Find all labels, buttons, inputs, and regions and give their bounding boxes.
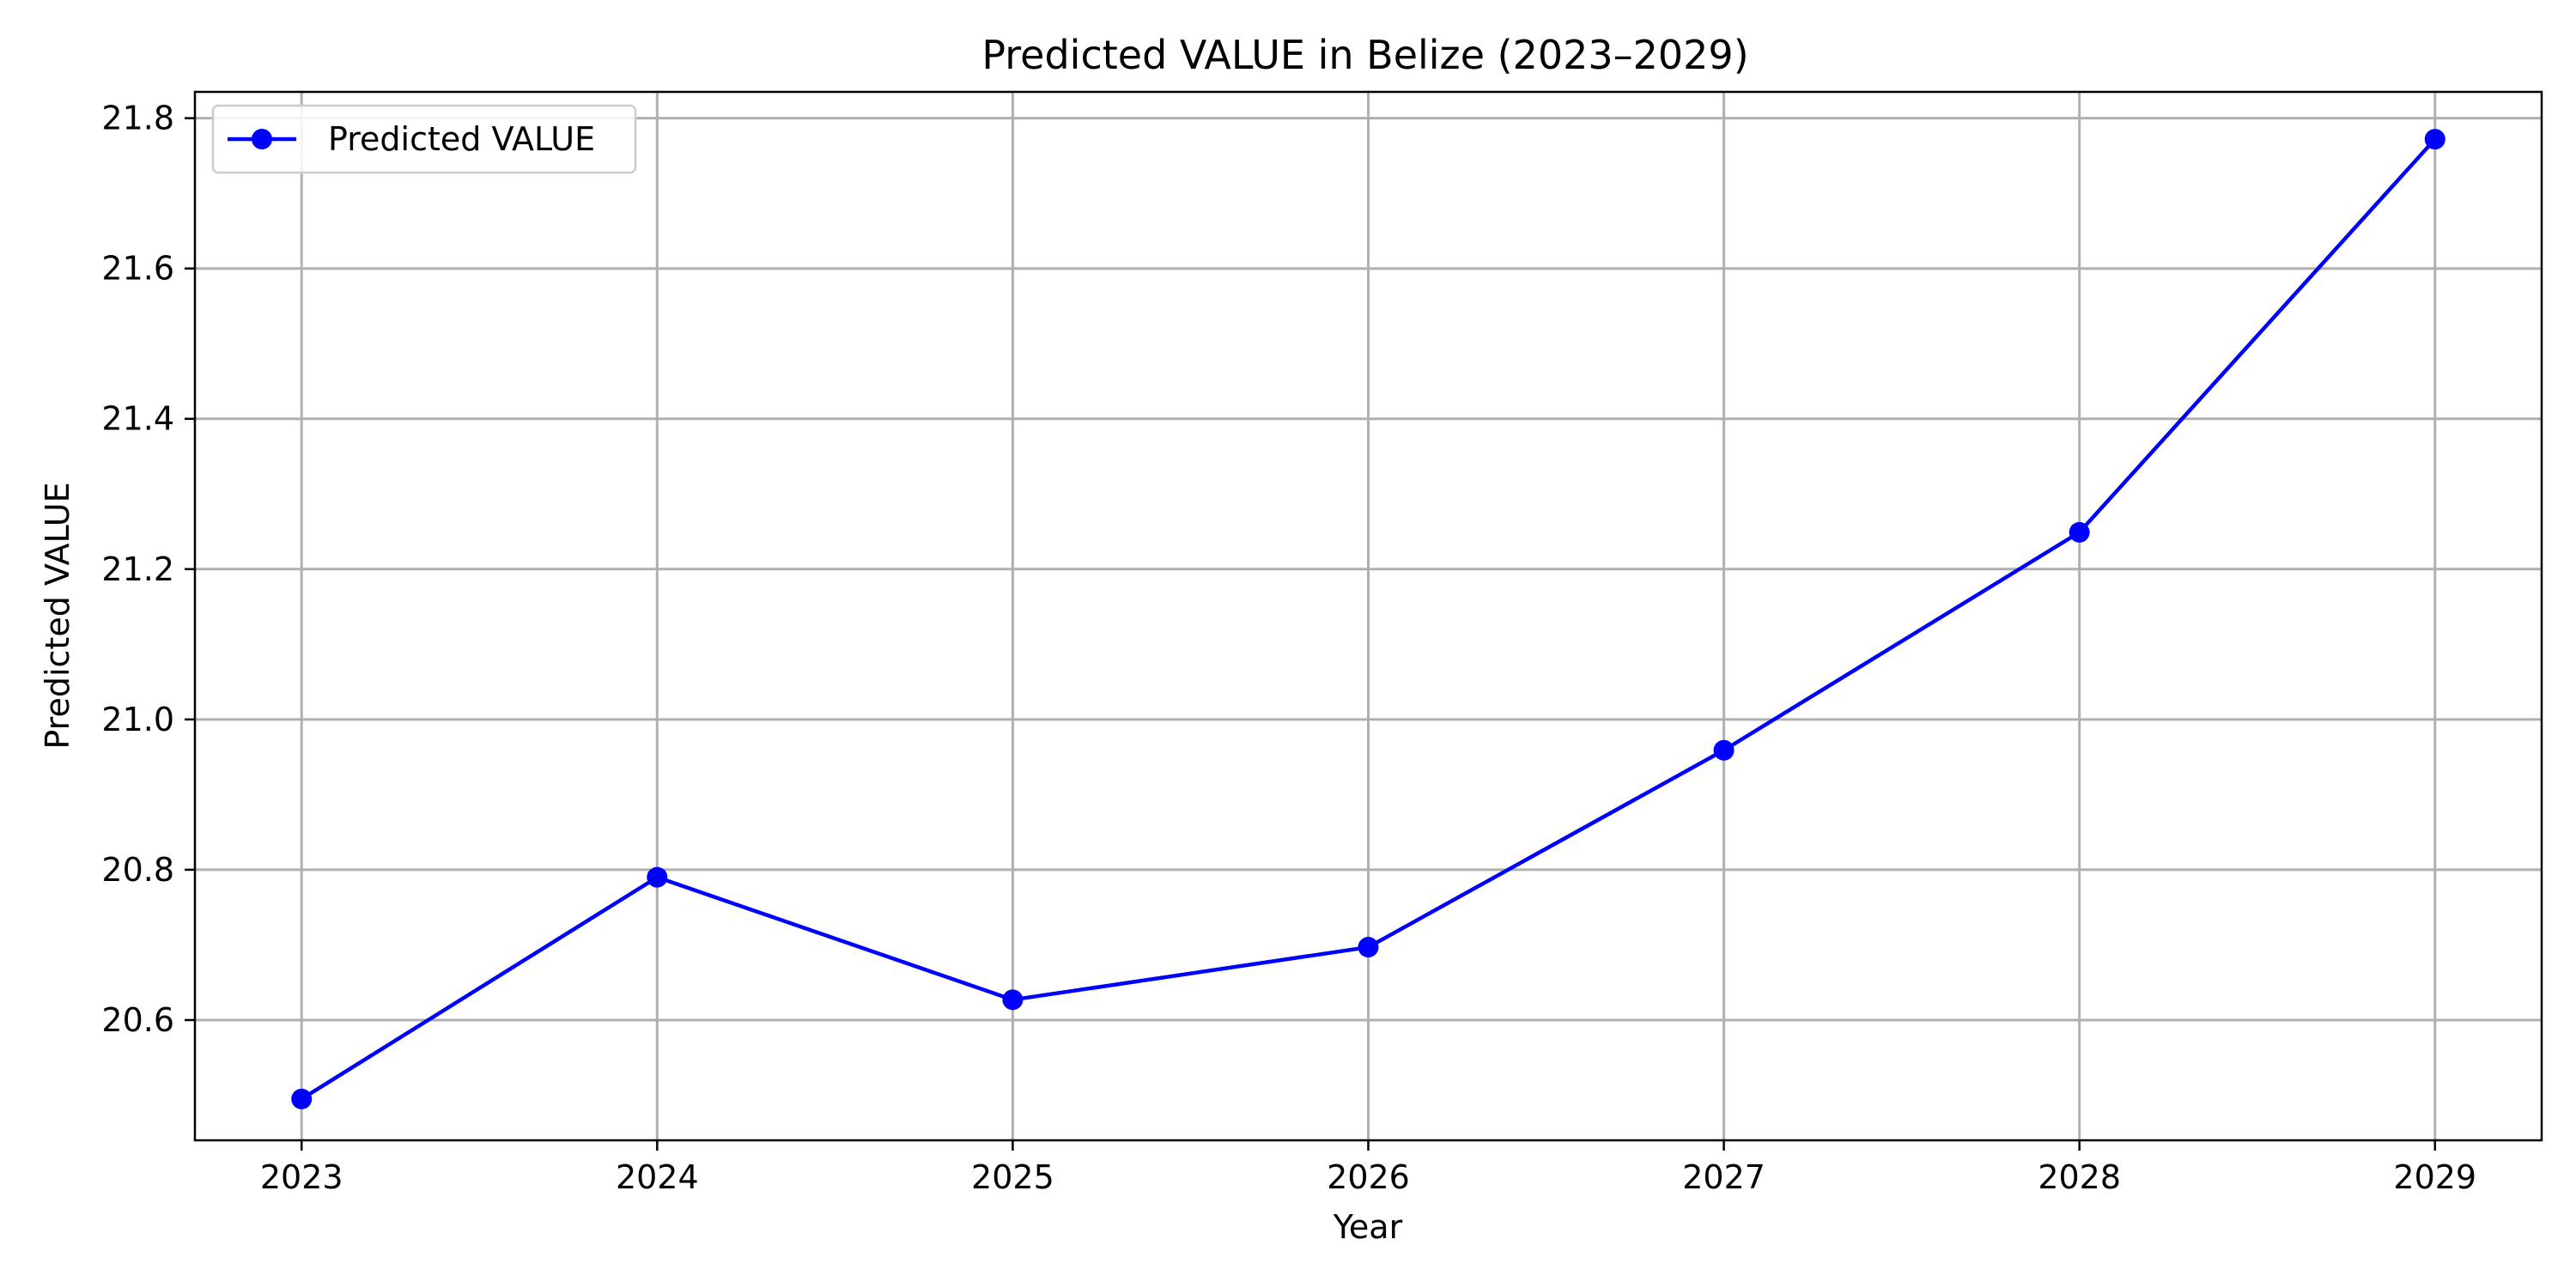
x-tick-label: 2024 — [616, 1158, 699, 1196]
y-tick-label: 21.8 — [101, 100, 174, 137]
data-point-2026 — [1358, 937, 1379, 958]
y-tick-label: 20.6 — [101, 1001, 174, 1039]
y-axis-label: Predicted VALUE — [39, 482, 76, 749]
chart-title: Predicted VALUE in Belize (2023–2029) — [981, 32, 1748, 78]
x-axis-label: Year — [1333, 1208, 1403, 1246]
x-tick-label: 2023 — [260, 1158, 343, 1196]
legend-marker-sample — [252, 129, 272, 149]
data-point-2023 — [291, 1088, 313, 1109]
y-axis: 20.6 20.8 21.0 21.2 21.4 21.6 21.8 — [101, 100, 195, 1039]
x-tick-label: 2027 — [1682, 1158, 1765, 1196]
grid — [195, 92, 2542, 1140]
data-point-2029 — [2424, 129, 2445, 150]
x-tick-label: 2025 — [971, 1158, 1054, 1196]
x-tick-label: 2028 — [2038, 1158, 2121, 1196]
y-tick-label: 21.2 — [101, 550, 174, 588]
data-point-2024 — [647, 866, 668, 888]
y-tick-label: 20.8 — [101, 851, 174, 889]
legend: Predicted VALUE — [211, 104, 637, 174]
legend-label: Predicted VALUE — [328, 120, 595, 158]
legend-box — [211, 104, 637, 174]
y-tick-label: 21.4 — [101, 400, 174, 438]
x-axis: 2023 2024 2025 2026 2027 2028 2029 — [260, 1140, 2476, 1196]
y-tick-label: 21.6 — [101, 250, 174, 288]
data-point-2028 — [2069, 521, 2090, 543]
x-tick-label: 2029 — [2393, 1158, 2476, 1196]
data-point-2025 — [1002, 989, 1024, 1011]
x-tick-label: 2026 — [1327, 1158, 1410, 1196]
series-layer — [291, 129, 2445, 1109]
data-point-2027 — [1713, 739, 1735, 761]
y-tick-label: 21.0 — [101, 701, 174, 738]
